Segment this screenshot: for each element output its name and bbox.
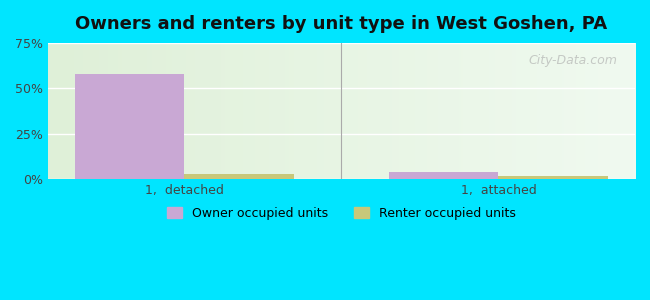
Bar: [75, 74, 185, 179]
Bar: [389, 172, 499, 179]
Title: Owners and renters by unit type in West Goshen, PA: Owners and renters by unit type in West …: [75, 15, 608, 33]
Bar: [185, 174, 294, 179]
Text: City-Data.com: City-Data.com: [528, 54, 618, 67]
Legend: Owner occupied units, Renter occupied units: Owner occupied units, Renter occupied un…: [162, 202, 521, 225]
Bar: [499, 176, 608, 179]
